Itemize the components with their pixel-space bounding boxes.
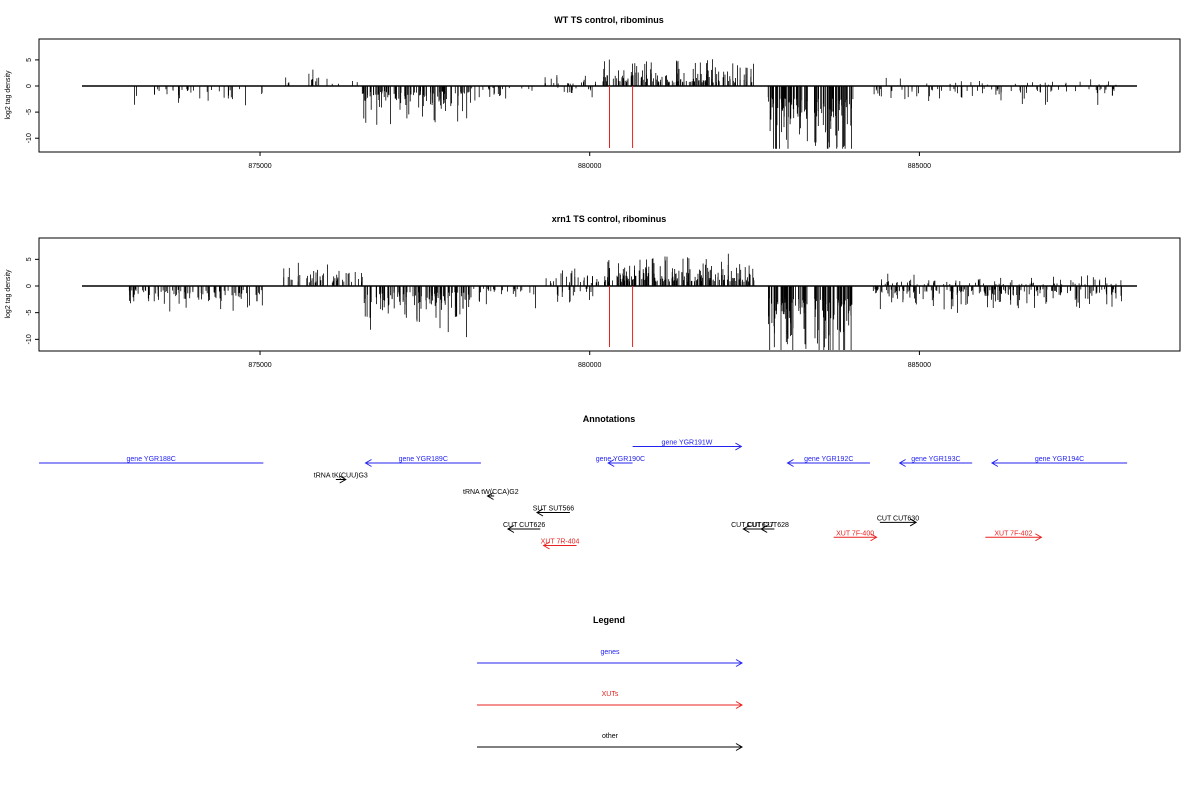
arrow-left-icon (786, 459, 794, 467)
arrow-left-icon (486, 492, 494, 500)
y-axis-label: log2 tag density (5, 70, 12, 120)
arrow-right-icon (339, 475, 347, 484)
feature-label: tRNA tK(CUU)G3 (314, 473, 368, 480)
annotation-feature: XUT 7R-404 (541, 539, 580, 550)
feature-label: CUT CUT628 (747, 522, 789, 529)
x-tick-label: 880000 (578, 362, 601, 369)
arrow-left-icon (506, 525, 515, 533)
legend-entry: other (477, 733, 743, 751)
annotation-feature: gene YGR188C (39, 456, 264, 464)
legend-label: other (602, 733, 619, 740)
x-axis: 875000 880000 885000 (248, 350, 931, 369)
legend-title: Legend (593, 615, 625, 625)
legend-label: genes (600, 649, 620, 656)
arrow-right-icon (735, 442, 743, 451)
x-tick-label: 885000 (908, 163, 931, 170)
feature-label: CUT CUT630 (877, 515, 919, 522)
arrow-right-icon (735, 743, 743, 751)
arrow-right-icon (735, 659, 743, 667)
panel-title: xrn1 TS control, ribominus (552, 214, 667, 224)
annotation-feature: CUT CUT626 (503, 522, 545, 533)
feature-label: tRNA tW(CCA)G2 (463, 489, 519, 496)
arrow-right-icon (909, 518, 918, 527)
y-axis-label: log2 tag density (5, 269, 12, 319)
feature-label: XUT 7F-402 (994, 530, 1032, 537)
legend-label: XUTs (602, 691, 619, 698)
annotation-feature: tRNA tW(CCA)G2 (463, 489, 519, 500)
feature-label: CUT CUT627 (731, 522, 773, 529)
y-tick-label: -10 (26, 133, 33, 143)
y-tick-label: 0 (26, 84, 33, 88)
arrow-left-icon (760, 525, 768, 533)
panel-title: WT TS control, ribominus (554, 15, 664, 25)
xrn1-coverage-panel: xrn1 TS control, ribominus log2 tag dens… (5, 214, 1181, 369)
feature-label: gene YGR192C (804, 456, 853, 463)
y-axis: -10 -5 0 5 (26, 58, 40, 143)
feature-label: gene YGR190C (596, 456, 645, 463)
annotation-feature: XUT 7F-400 (833, 530, 878, 542)
x-tick-label: 880000 (578, 163, 601, 170)
x-tick-label: 875000 (248, 163, 271, 170)
feature-label: gene YGR189C (399, 456, 448, 463)
coverage-bars (133, 59, 1117, 149)
annotation-feature: CUT CUT630 (877, 515, 919, 527)
legend-entry: XUTs (477, 691, 743, 709)
marker-lines (609, 286, 634, 347)
feature-label: CUT CUT626 (503, 522, 545, 529)
feature-label: gene YGR188C (127, 456, 176, 463)
annotations-title: Annotations (583, 414, 636, 424)
marker-lines (609, 86, 634, 148)
feature-label: SUT SUT566 (533, 506, 575, 513)
arrow-left-icon (535, 508, 544, 517)
arrow-right-icon (870, 533, 878, 542)
annotation-feature: gene YGR189C (364, 456, 481, 467)
annotation-feature: gene YGR190C (596, 456, 645, 467)
arrow-right-icon (735, 701, 743, 709)
feature-label: XUT 7F-400 (836, 530, 874, 537)
legend: Legend genes XUTs other (477, 615, 743, 751)
annotation-feature: gene YGR192C (786, 456, 870, 467)
feature-label: gene YGR194C (1035, 456, 1084, 463)
arrow-left-icon (742, 525, 750, 533)
legend-entry: genes (477, 649, 743, 667)
annotation-feature: SUT SUT566 (533, 506, 575, 517)
annotation-feature: gene YGR193C (898, 456, 973, 467)
y-tick-label: 5 (26, 58, 33, 62)
arrow-left-icon (898, 459, 906, 467)
annotations-track: Annotations gene YGR188C gene YGR189C gene… (39, 414, 1128, 550)
feature-label: gene YGR193C (911, 456, 960, 463)
annotation-feature: gene YGR194C (990, 456, 1128, 467)
annotation-features: gene YGR188C gene YGR189C gene YGR190C gene… (39, 440, 1128, 550)
annotation-feature: gene YGR191W (632, 440, 743, 451)
x-axis: 875000 880000 885000 (248, 151, 931, 170)
feature-label: XUT 7R-404 (541, 539, 580, 546)
y-axis: -10 -5 0 5 (26, 257, 40, 344)
annotation-feature: CUT CUT627 (731, 522, 773, 533)
arrow-left-icon (990, 459, 999, 467)
x-tick-label: 885000 (908, 362, 931, 369)
wt-coverage-panel: WT TS control, ribominus log2 tag densit… (5, 15, 1181, 170)
y-tick-label: -5 (26, 109, 33, 115)
y-tick-label: 5 (26, 257, 33, 261)
y-tick-label: 0 (26, 284, 33, 288)
y-tick-label: -5 (26, 309, 33, 315)
x-tick-label: 875000 (248, 362, 271, 369)
y-tick-label: -10 (26, 334, 33, 344)
annotation-feature: XUT 7F-402 (985, 530, 1043, 542)
arrow-left-icon (364, 459, 372, 467)
legend-entries: genes XUTs other (477, 649, 743, 751)
annotation-feature: tRNA tK(CUU)G3 (314, 473, 368, 484)
arrow-right-icon (1035, 533, 1043, 542)
coverage-bars (128, 253, 1122, 350)
arrow-left-icon (542, 541, 550, 550)
arrow-left-icon (607, 459, 615, 467)
feature-label: gene YGR191W (662, 440, 713, 447)
annotation-feature: CUT CUT628 (747, 522, 789, 533)
